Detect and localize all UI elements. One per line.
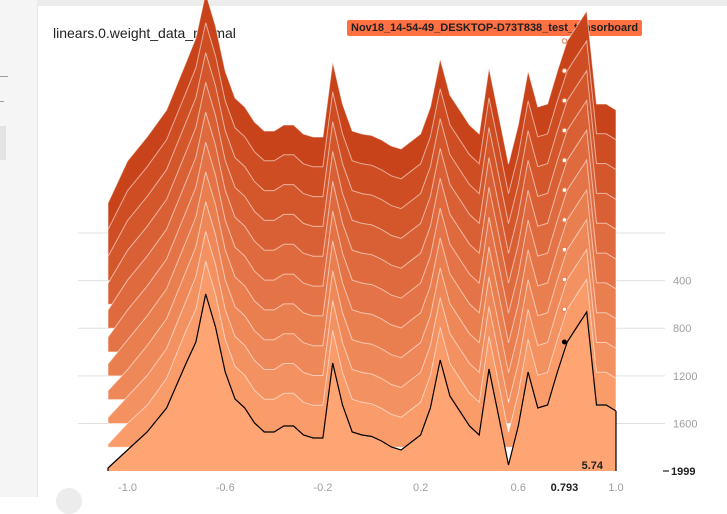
y-tick-label: 800: [673, 323, 691, 335]
hover-point: [561, 276, 568, 283]
hover-point: [561, 127, 568, 134]
hover-step-label: 1999: [671, 466, 695, 478]
hover-value-label: 5.74: [582, 460, 604, 472]
histogram-slices: [107, 0, 617, 471]
chart-axes: 400 800 1200 1600 -1.0 -0.6 -0.2 0.2 0.6 1.0 0.793…: [118, 276, 697, 494]
sidebar-tab[interactable]: [0, 126, 6, 160]
histogram-chart[interactable]: 400 800 1200 1600 -1.0 -0.6 -0.2 0.2 0.6 1.0 0.793…: [0, 0, 727, 497]
x-tick-label: -1.0: [118, 482, 137, 494]
left-sidebar-strip: [0, 0, 38, 497]
run-name-badge: Nov18_14-54-49_DESKTOP-D73T838_test_tens…: [347, 20, 643, 36]
latest-slice-outline: [107, 293, 617, 469]
hover-point: [561, 97, 568, 104]
hover-markers: [561, 38, 568, 345]
sidebar-divider: [0, 76, 8, 77]
x-tick-label: 0.6: [511, 482, 526, 494]
hover-point-latest: [561, 339, 567, 345]
x-tick-label: 1.0: [608, 482, 623, 494]
y-tick-label: 400: [673, 276, 691, 288]
y-tick-label: 1200: [673, 371, 697, 383]
sidebar-divider-short: [0, 101, 4, 102]
hover-point: [561, 246, 568, 253]
hover-point: [561, 306, 568, 313]
hover-point: [561, 157, 568, 164]
hover-point: [561, 187, 568, 193]
x-tick-label: -0.6: [216, 482, 235, 494]
hover-point: [561, 38, 568, 44]
hover-x-label: 0.793: [551, 482, 579, 494]
x-tick-label: -0.2: [313, 482, 332, 494]
hover-point: [561, 217, 568, 223]
histogram-slice: [108, 294, 616, 471]
hover-point: [561, 68, 568, 74]
x-tick-label: 0.2: [413, 482, 428, 494]
y-tick-label: 1600: [673, 418, 697, 430]
card-top-border: [37, 0, 727, 6]
expand-button[interactable]: [56, 488, 82, 514]
chart-title: linears.0.weight_data_normal: [53, 25, 236, 41]
